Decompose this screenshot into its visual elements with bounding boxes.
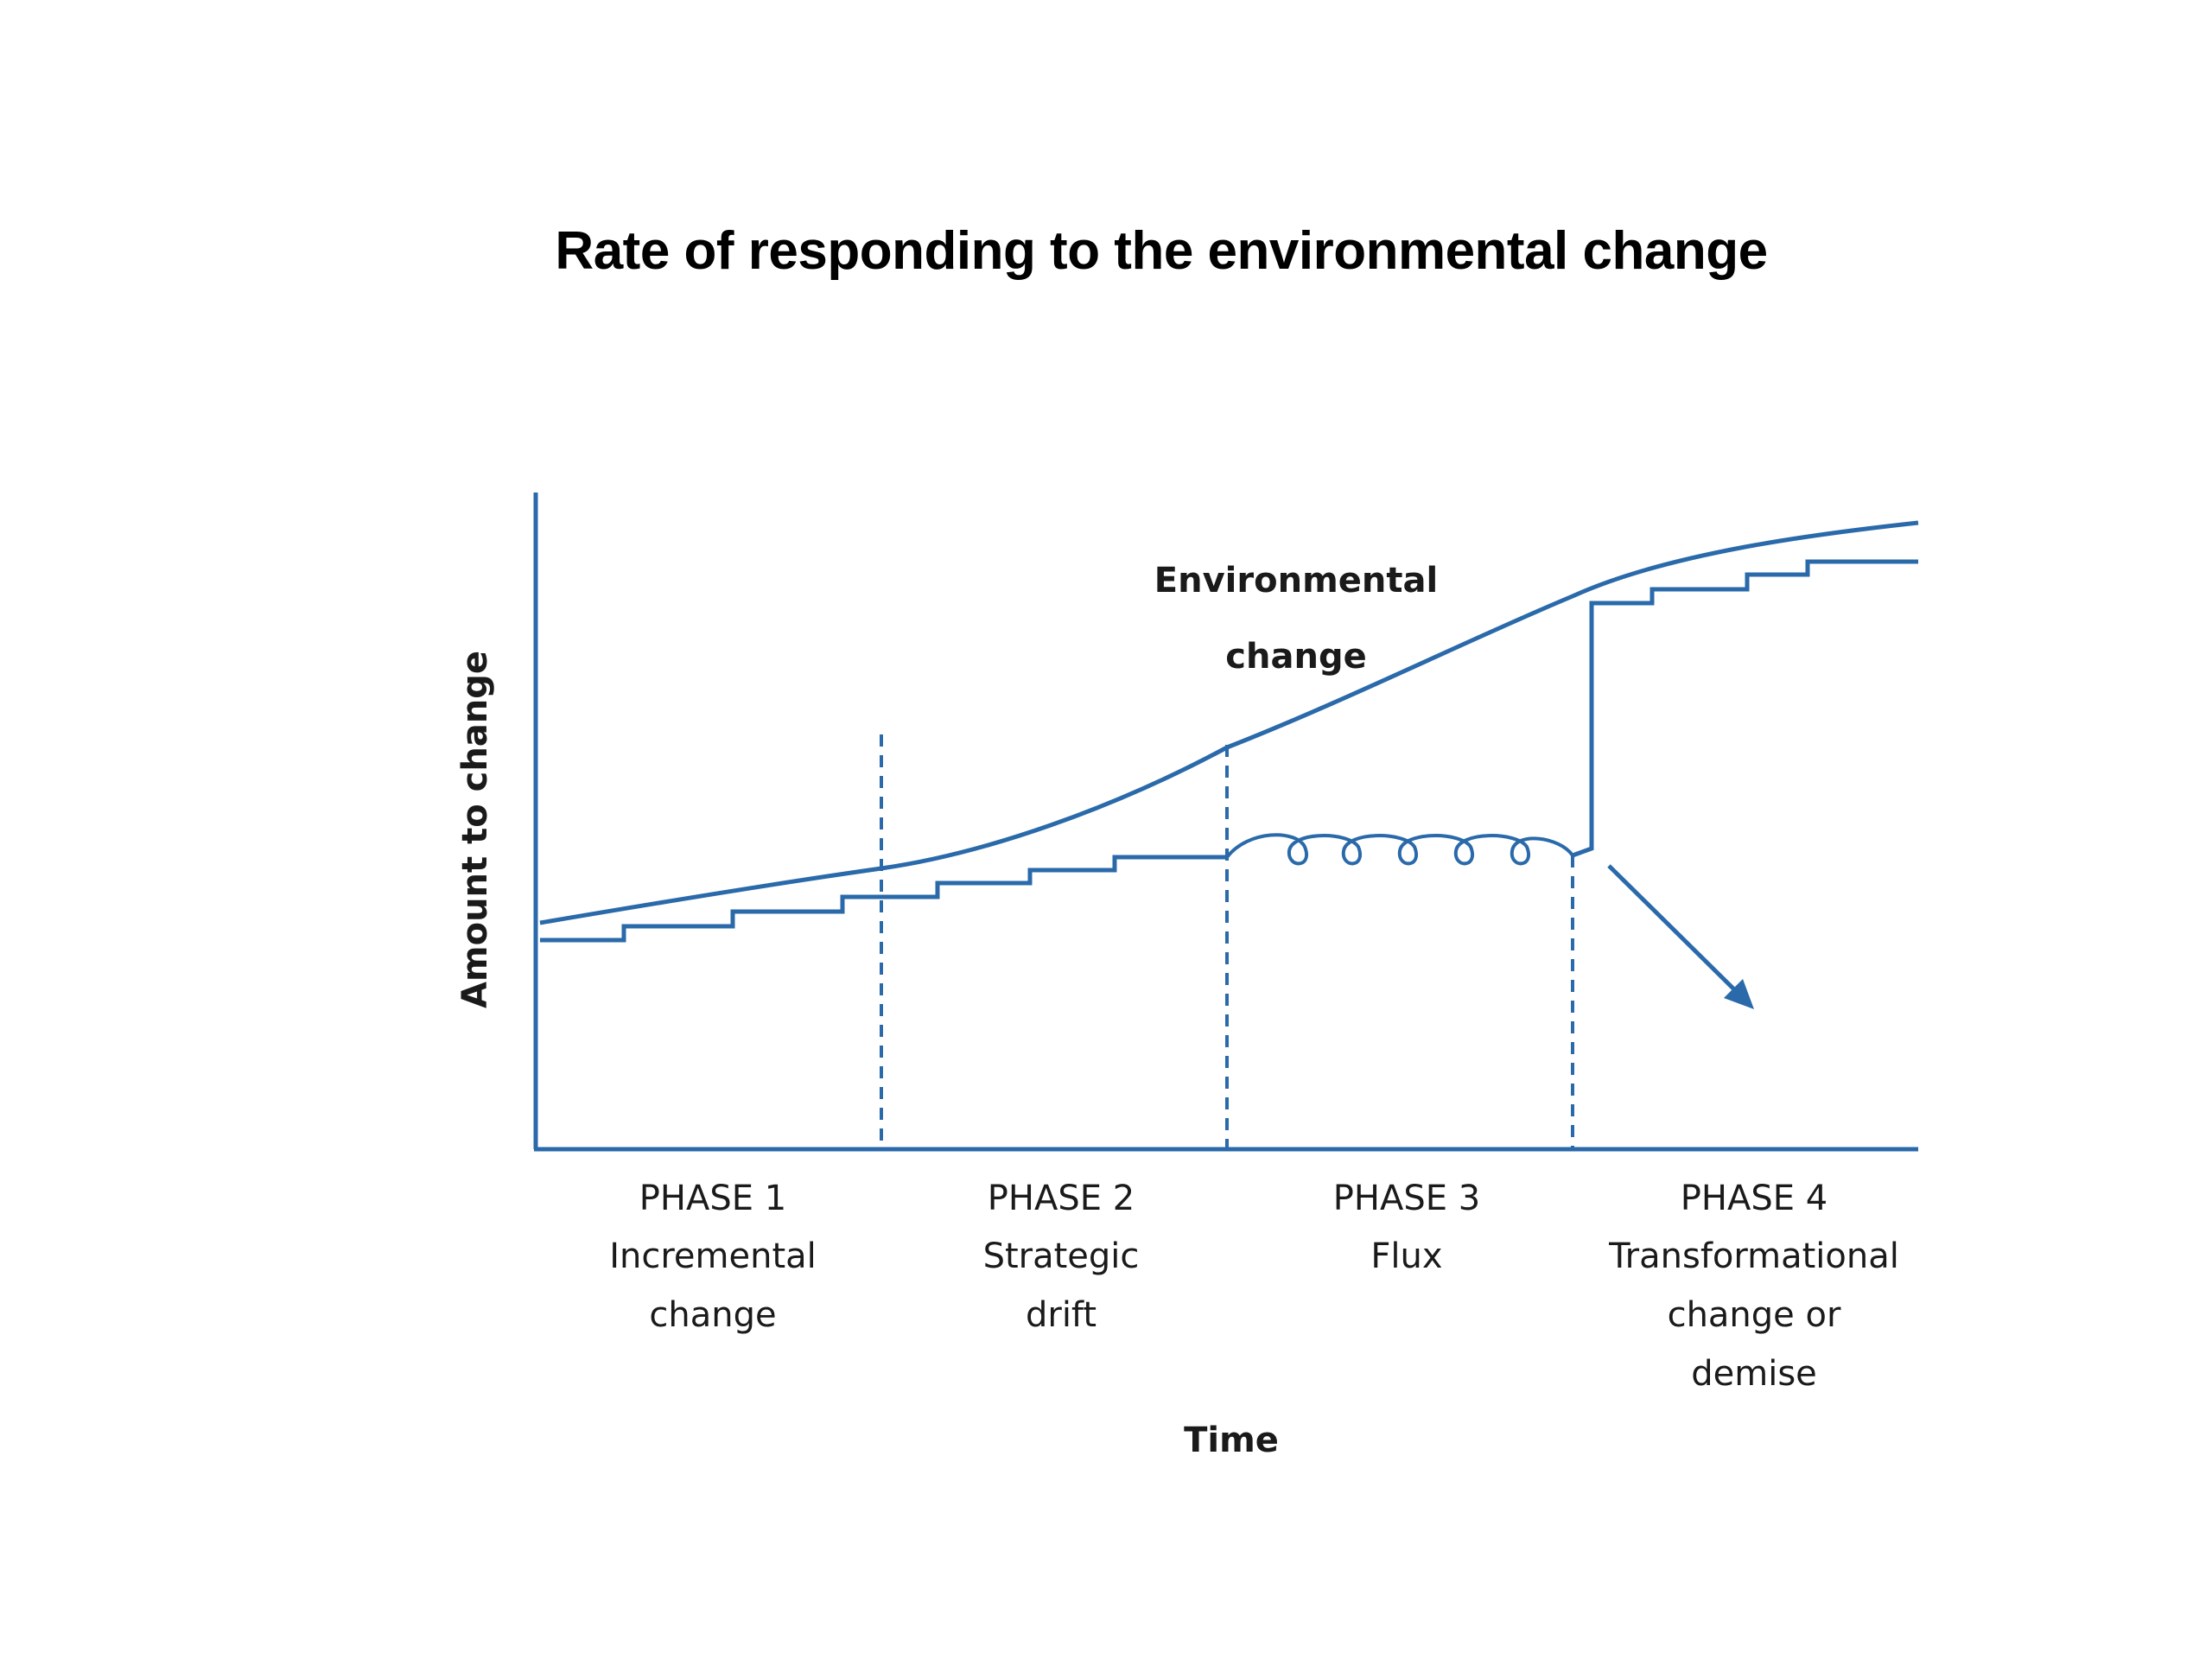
phase-2-number: PHASE 2 bbox=[988, 1179, 1135, 1218]
demise-arrow-shaft bbox=[1607, 864, 1738, 994]
demise-arrow-head bbox=[1724, 979, 1754, 1009]
strategy-response-steps bbox=[540, 855, 1227, 943]
phase-3-line1: Flux bbox=[1370, 1236, 1442, 1276]
curve-label-line2: change bbox=[1225, 637, 1366, 677]
flux-loops bbox=[1225, 833, 1574, 866]
phase-1-line1: Incremental bbox=[609, 1236, 817, 1276]
phase-2-line2: drift bbox=[1026, 1295, 1096, 1335]
phase-4-label: PHASE 4 Transformational change or demis… bbox=[1608, 1179, 1899, 1394]
x-axis-label: Time bbox=[1184, 1421, 1279, 1460]
phase-1-number: PHASE 1 bbox=[639, 1179, 786, 1218]
transformational-change-steps bbox=[1572, 559, 1918, 858]
phase-4-line2: change or bbox=[1668, 1295, 1841, 1335]
phase-4-line1: Transformational bbox=[1608, 1236, 1899, 1276]
y-axis-label: Amount to change bbox=[455, 651, 495, 1008]
phase-2-line1: Strategic bbox=[983, 1236, 1140, 1276]
phase-3-label: PHASE 3 Flux bbox=[1333, 1179, 1480, 1276]
curve-label-line1: Environmental bbox=[1154, 561, 1438, 601]
phase-1-label: PHASE 1 Incremental change bbox=[609, 1179, 817, 1335]
phase-4-line3: demise bbox=[1691, 1354, 1817, 1394]
phase-3-number: PHASE 3 bbox=[1333, 1179, 1480, 1218]
slide-title: Rate of responding to the environmental … bbox=[555, 221, 1768, 281]
environmental-change-curve bbox=[539, 520, 1919, 925]
phase-4-number: PHASE 4 bbox=[1681, 1179, 1827, 1218]
phase-2-label: PHASE 2 Strategic drift bbox=[983, 1179, 1140, 1335]
phase-1-line2: change bbox=[649, 1295, 776, 1335]
